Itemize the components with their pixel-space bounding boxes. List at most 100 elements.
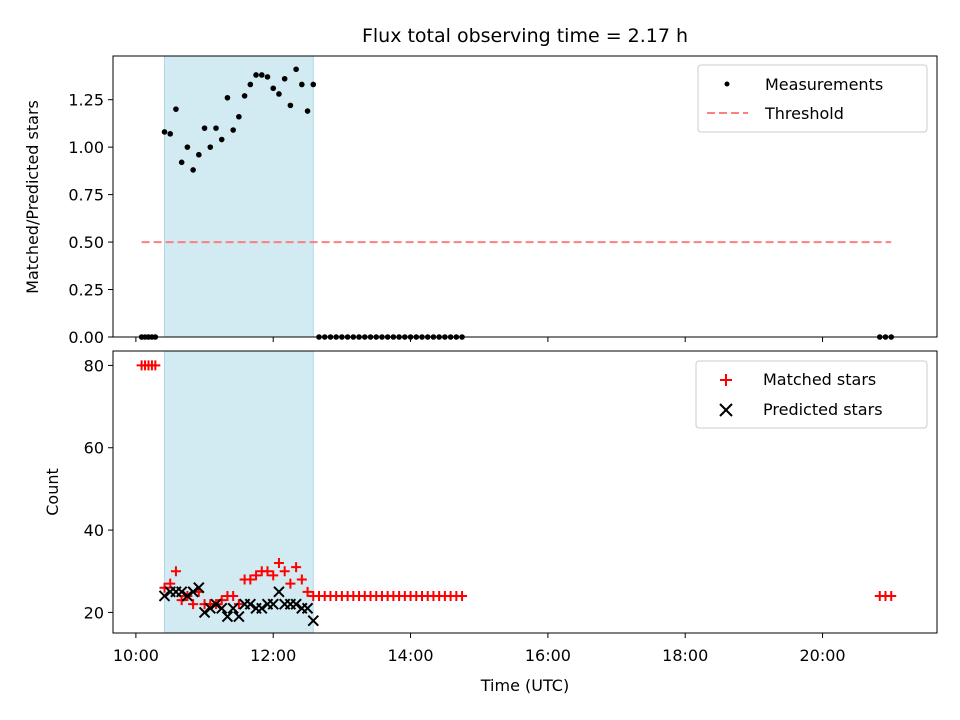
matched-star-point [457, 590, 468, 601]
matched-star-point [159, 582, 170, 593]
top-legend: Measurements Threshold [697, 64, 928, 133]
matched-star-point [165, 578, 176, 589]
measurement-point [281, 75, 288, 82]
x-tick-label: 12:00 [250, 646, 296, 665]
legend-measurements-marker [724, 81, 730, 87]
measurement-point [230, 127, 236, 133]
bottom-legend-frame [695, 360, 928, 429]
top-axes-frame [112, 55, 938, 338]
measurement-point [299, 81, 305, 88]
bottom-y-tick-label: 40 [84, 521, 104, 540]
matched-star-point [296, 574, 307, 585]
measurement-point [270, 85, 277, 92]
matched-star-point [170, 566, 181, 577]
matched-star-point [251, 570, 262, 581]
x-tick-label: 20:00 [800, 646, 846, 665]
matched-star-point [268, 570, 279, 581]
top-y-tick-label: 0.50 [68, 233, 104, 252]
measurement-point [247, 81, 254, 88]
legend-predicted-label: Predicted stars [763, 400, 883, 419]
top-y-tick-label: 1.25 [68, 91, 104, 110]
bottom-y-tick-label: 20 [84, 603, 104, 622]
predicted-stars-series [158, 582, 319, 627]
matched-star-point [302, 586, 313, 597]
x-tick-label: 10:00 [113, 646, 159, 665]
top-y-tick-label: 0.25 [68, 281, 104, 300]
matched-star-point [233, 599, 244, 610]
x-axis-label: Time (UTC) [480, 676, 569, 695]
measurement-point [293, 66, 299, 73]
predicted-star-point [267, 598, 279, 610]
top-panel: 0.00 0.25 0.50 0.75 1.00 1.25 Matched/Predict… [23, 55, 938, 347]
predicted-star-point [273, 586, 285, 598]
matched-star-point [176, 595, 187, 606]
predicted-star-point [244, 598, 257, 610]
matched-star-point [886, 590, 897, 601]
shaded-interval [164, 55, 314, 338]
top-y-tick-label: 0.75 [68, 186, 104, 205]
predicted-star-point [187, 586, 199, 598]
bottom-legend: Matched stars Predicted stars [695, 360, 928, 429]
matched-star-point [228, 590, 239, 601]
legend-threshold-label: Threshold [764, 104, 844, 123]
measurement-point [264, 74, 271, 80]
top-y-tick-label: 1.00 [68, 138, 104, 157]
measurement-point [190, 167, 196, 173]
measurement-point [213, 125, 219, 131]
matched-star-point [188, 599, 199, 610]
predicted-star-point [227, 602, 239, 615]
matched-star-point [150, 360, 161, 371]
measurement-point [287, 102, 294, 109]
predicted-star-point [175, 586, 188, 598]
top-y-axis-label: Matched/Predicted stars [23, 100, 42, 294]
predicted-star-point [307, 614, 319, 627]
x-tick-label: 14:00 [388, 646, 434, 665]
chart-title: Flux total observing time = 2.17 h [362, 25, 688, 47]
measurement-point [241, 93, 248, 99]
measurement-point [236, 113, 242, 120]
predicted-star-point [158, 590, 171, 602]
measurement-point [161, 129, 168, 135]
predicted-star-point [256, 602, 268, 615]
top-x-ticks [135, 337, 824, 342]
top-shaded-interval [164, 55, 314, 338]
matched-star-point [279, 566, 290, 577]
predicted-star-point [301, 602, 314, 615]
measurement-point [196, 151, 202, 158]
measurement-point [253, 72, 259, 78]
measurement-point [218, 136, 225, 143]
bottom-y-tick-label: 60 [84, 439, 104, 458]
measurement-point [178, 159, 185, 166]
measurement-point [167, 131, 174, 137]
predicted-star-point [216, 602, 228, 615]
measurement-point [201, 125, 208, 131]
top-legend-frame [697, 64, 928, 133]
x-tick-label: 16:00 [525, 646, 571, 665]
bottom-y-ticks: 20 40 60 80 [84, 356, 113, 622]
predicted-star-point [193, 582, 205, 594]
legend-matched-marker [720, 374, 732, 386]
predicted-star-point [210, 598, 222, 610]
bottom-axes-frame [112, 350, 938, 634]
matched-stars-series [136, 360, 897, 610]
measurement-point [258, 72, 265, 78]
matched-star-point [291, 562, 302, 573]
predicted-star-point [198, 606, 211, 619]
bottom-y-tick-label: 80 [84, 356, 104, 375]
predicted-star-point [221, 610, 234, 623]
matched-star-point [245, 574, 256, 585]
bottom-y-axis-label: Count [43, 468, 62, 516]
measurement-point [276, 91, 282, 97]
legend-predicted-marker [719, 403, 733, 417]
measurement-point [310, 81, 317, 88]
measurement-point [304, 108, 311, 114]
legend-matched-label: Matched stars [763, 370, 876, 389]
predicted-star-point [181, 590, 194, 602]
measurement-point [224, 94, 231, 101]
predicted-star-point [290, 598, 302, 610]
matched-star-point [285, 578, 296, 589]
x-tick-label: 18:00 [662, 646, 708, 665]
legend-measurements-label: Measurements [765, 75, 883, 94]
matched-star-point [216, 595, 227, 606]
